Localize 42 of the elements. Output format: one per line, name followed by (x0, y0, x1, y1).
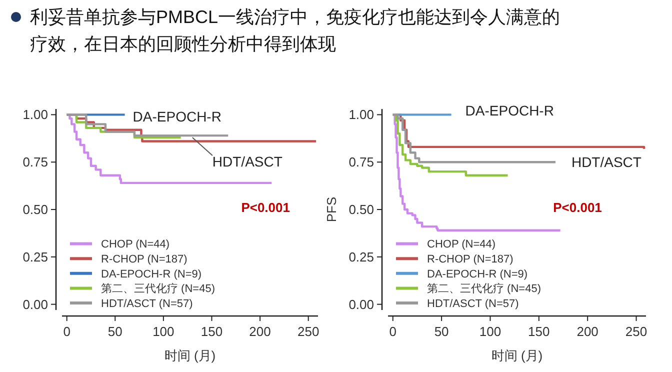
y-tick-label: 0.25 (348, 249, 374, 264)
x-tick-label: 200 (576, 324, 598, 339)
y-tick-label: 0.25 (22, 249, 48, 264)
x-axis-title: 时间 (月) (491, 348, 543, 363)
legend-label: R-CHOP (N=187) (427, 253, 514, 266)
legend-label: DA-EPOCH-R (N=9) (101, 268, 202, 280)
y-tick-label: 1.00 (348, 107, 374, 122)
annotation: HDT/ASCT (571, 154, 642, 170)
legend-label: R-CHOP (N=187) (101, 253, 188, 266)
legend-label: CHOP (N=44) (101, 238, 170, 251)
annotation: P<0.001 (553, 200, 602, 216)
x-tick-label: 50 (108, 324, 122, 339)
x-tick-label: 0 (63, 324, 70, 339)
x-tick-label: 150 (200, 324, 223, 339)
x-tick-label: 50 (434, 324, 449, 339)
x-tick-label: 100 (152, 324, 174, 339)
y-tick-label: 0.75 (348, 154, 374, 170)
x-tick-label: 150 (528, 324, 550, 339)
annotation: DA-EPOCH-R (132, 108, 222, 125)
annotation: DA-EPOCH-R (465, 102, 554, 119)
annotation: HDT/ASCT (212, 153, 283, 170)
legend-label: DA-EPOCH-R (N=9) (427, 268, 528, 280)
x-tick-label: 0 (389, 324, 396, 339)
y-tick-label: 0.50 (348, 202, 374, 218)
y-tick-label: 0.50 (22, 202, 48, 218)
x-tick-label: 250 (297, 324, 320, 339)
x-tick-label: 250 (625, 324, 648, 339)
y-axis-title: PFS (324, 196, 339, 222)
y-tick-label: 0.00 (348, 296, 374, 312)
chart-title: 利妥昔单抗参与PMBCL一线治疗中，免疫化疗也能达到令人满意的疗效，在日本的回顾性分析中得到体现 (30, 7, 560, 54)
x-tick-label: 100 (479, 324, 502, 339)
legend-label: 第二、三代化疗 (N=45) (427, 282, 541, 296)
y-tick-label: 0.75 (22, 154, 48, 170)
y-tick-label: 1.00 (22, 107, 48, 122)
annotation: P<0.001 (241, 200, 290, 216)
legend-label: HDT/ASCT (N=57) (427, 298, 519, 310)
x-tick-label: 200 (249, 324, 271, 339)
legend-label: CHOP (N=44) (427, 238, 496, 251)
x-axis-title: 时间 (月) (164, 348, 216, 363)
y-tick-label: 0.00 (22, 296, 48, 312)
legend-label: 第二、三代化疗 (N=45) (101, 282, 215, 296)
legend-label: HDT/ASCT (N=57) (101, 298, 193, 310)
